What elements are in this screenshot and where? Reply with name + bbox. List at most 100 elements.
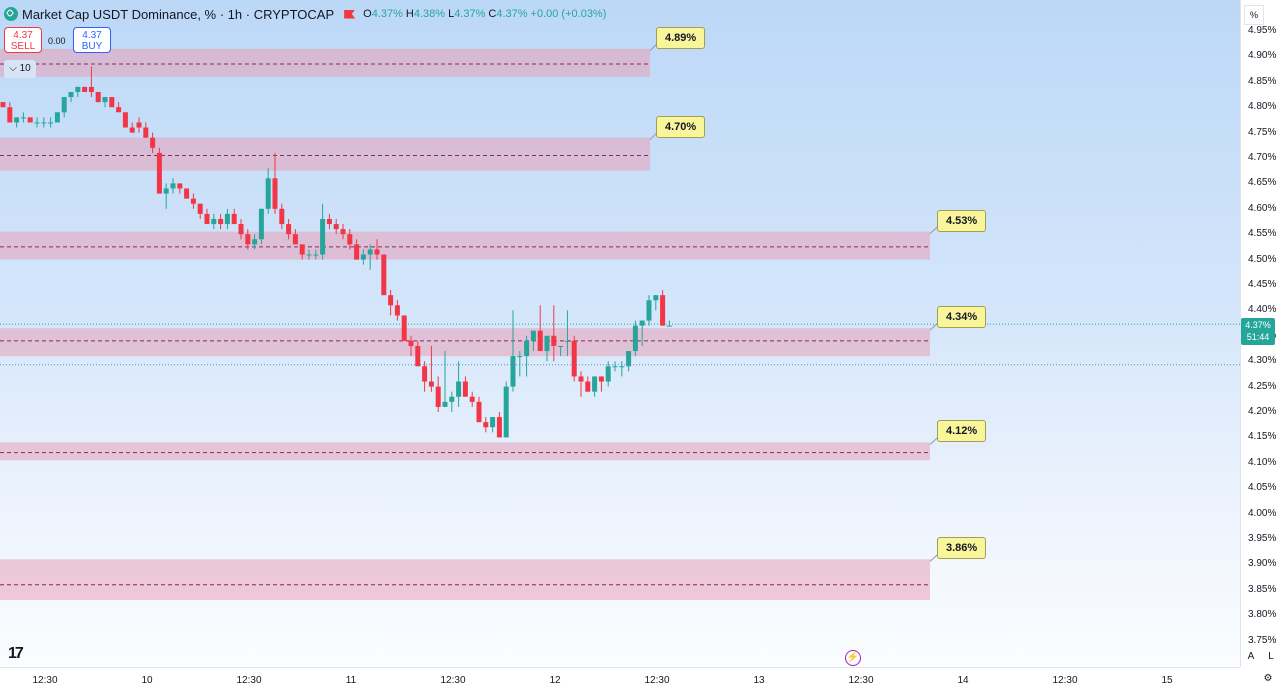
lightning-icon[interactable]: ⚡ (845, 650, 861, 666)
legend-separator: · (216, 6, 228, 22)
ohlc-change: +0.00 (+0.03%) (530, 8, 607, 20)
log-scale-button[interactable]: L (1268, 651, 1274, 662)
ohlc-close: C4.37% (488, 8, 528, 20)
candle-body (54, 112, 60, 123)
candle-body (483, 422, 489, 428)
candle-body (626, 351, 632, 367)
candle-body (442, 401, 448, 407)
candle-body (163, 188, 169, 194)
symbol-logo-icon (4, 7, 18, 21)
legend-separator: · (242, 6, 254, 22)
price-tick-label: 4.65% (1248, 177, 1277, 189)
price-tick-label: 4.05% (1248, 482, 1277, 494)
price-tick-label: 4.85% (1248, 75, 1277, 87)
candle-body (449, 396, 455, 402)
current-price-value: 4.37% (1245, 320, 1271, 330)
candle-body (272, 178, 278, 209)
time-axis[interactable]: 12:30 10 12:30 11 12:30 12 12:30 13 12:30 14 12:30… (0, 667, 1240, 693)
candle-body (598, 376, 604, 382)
price-tick-label: 4.95% (1248, 25, 1277, 36)
candle-body (68, 91, 74, 98)
candle-body (435, 386, 441, 407)
time-tick-label: 12:30 (848, 675, 874, 686)
settings-icon[interactable]: ⚙ (1263, 673, 1273, 684)
candle-body (190, 198, 196, 204)
candle-body (286, 224, 292, 235)
level-label[interactable]: 4.34% (937, 306, 987, 329)
percent-scale-button[interactable]: % (1244, 5, 1264, 25)
candle-body (388, 295, 394, 306)
candle-body (367, 249, 373, 255)
candle-body (612, 366, 618, 368)
candle-body (20, 117, 26, 119)
candlestick-chart[interactable] (0, 0, 1240, 667)
candle-body (14, 117, 20, 123)
candle-body (313, 254, 319, 256)
candle-body (619, 366, 625, 368)
candle-body (245, 234, 251, 245)
candle-body (394, 305, 400, 316)
sell-button[interactable]: 4.37 SELL (4, 27, 42, 53)
candle-body (530, 330, 536, 341)
time-tick-label: 14 (957, 675, 969, 686)
candle-body (401, 315, 407, 341)
candle-body (61, 97, 67, 113)
tradingview-logo-icon[interactable]: 17 (8, 645, 24, 662)
level-label[interactable]: 4.70% (656, 115, 706, 138)
candle-body (279, 208, 285, 225)
candle-body (184, 188, 190, 199)
price-tick-label: 4.45% (1248, 279, 1277, 290)
level-label[interactable]: 4.53% (937, 209, 987, 232)
time-tick-label: 12:30 (32, 675, 58, 686)
price-tick-label: 3.85% (1248, 583, 1277, 595)
chart-legend: Market Cap USDT Dominance, % · 1h · CRYP… (4, 6, 609, 22)
candle-body (122, 112, 128, 128)
time-tick-label: 15 (1161, 675, 1173, 686)
candle-body (231, 213, 237, 225)
flag-icon[interactable] (344, 9, 356, 19)
candle-body (646, 300, 652, 321)
price-tick-label: 4.70% (1248, 152, 1277, 163)
candle-body (0, 102, 6, 108)
candle-body (211, 218, 217, 225)
level-zone (0, 442, 930, 461)
candle-body (27, 117, 33, 123)
interval-label[interactable]: 1h (227, 6, 243, 22)
candle-body (204, 213, 210, 225)
buy-price: 4.37 (82, 30, 102, 41)
price-tick-label: 4.00% (1248, 507, 1277, 519)
price-tick-label: 4.40% (1248, 304, 1277, 316)
candle-body (333, 224, 339, 230)
candle-body (136, 122, 142, 128)
candle-body (490, 417, 496, 428)
sell-price: 4.37 (13, 30, 33, 41)
price-tick-label: 4.80% (1248, 101, 1277, 113)
candle-body (88, 86, 94, 92)
auto-scale-button[interactable]: A (1247, 651, 1255, 662)
candle-body (34, 122, 40, 124)
candle-body (224, 213, 230, 225)
level-label[interactable]: 4.12% (937, 420, 987, 443)
candle-body (109, 97, 115, 108)
candle-body (354, 244, 360, 260)
price-tick-label: 4.55% (1248, 228, 1277, 240)
level-label[interactable]: 3.86% (937, 537, 987, 560)
time-tick-label: 12 (549, 675, 561, 686)
buy-button[interactable]: 4.37 BUY (73, 27, 111, 53)
level-label[interactable]: 4.89% (656, 26, 706, 49)
spread-value: 0.00 (48, 36, 66, 46)
chart-pane[interactable] (0, 0, 1240, 667)
candle-body (347, 234, 353, 245)
candle-body (360, 254, 366, 260)
indicator-toggle-button[interactable]: ⌵ 10 (4, 60, 36, 78)
candle-body (653, 295, 659, 301)
candle-body (265, 178, 271, 209)
candle-body (558, 345, 564, 347)
level-zone (0, 328, 930, 357)
time-tick-label: 12:30 (236, 675, 262, 686)
price-tick-label: 3.75% (1248, 634, 1277, 646)
symbol-title[interactable]: Market Cap USDT Dominance, % (22, 6, 217, 22)
candle-body (374, 249, 380, 255)
candle-body (476, 401, 482, 423)
ohlc-high: H4.38% (405, 8, 446, 20)
